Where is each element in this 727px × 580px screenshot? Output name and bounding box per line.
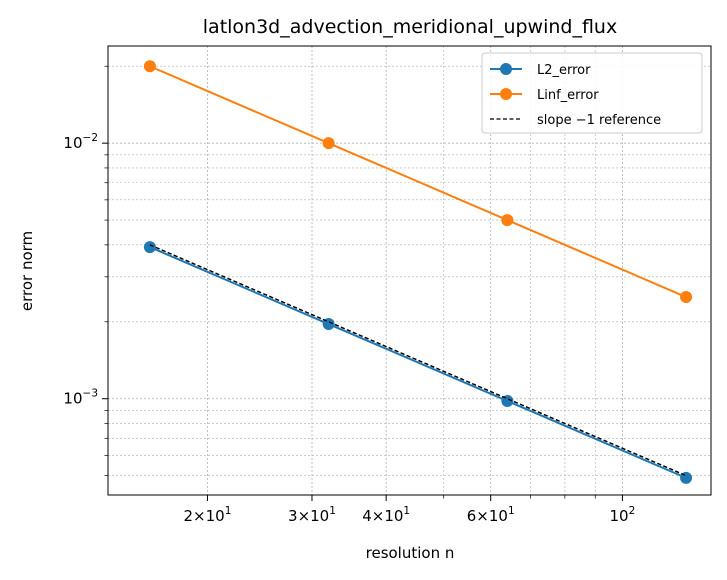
x-tick-label: 2×101 — [183, 505, 231, 525]
data-point — [143, 241, 156, 254]
x-tick-label: 4×101 — [362, 505, 410, 525]
x-axis-label: resolution n — [366, 544, 455, 562]
data-point — [143, 60, 156, 73]
x-tick-label: 102 — [610, 505, 636, 525]
series-line — [149, 65, 687, 298]
x-tick-label: 3×101 — [288, 505, 336, 525]
y-tick-label: 10−3 — [63, 388, 98, 408]
legend-box — [481, 52, 703, 134]
grid — [108, 46, 711, 495]
y-tick-label: 10−2 — [63, 132, 98, 152]
legend-marker — [500, 88, 512, 100]
data-point — [322, 137, 335, 150]
legend-label: L2_error — [537, 63, 591, 78]
tick-labels: 2×101 3×101 4×101 6×101 102 10−3 10−2 — [63, 132, 635, 525]
series-layer — [143, 60, 693, 484]
data-point — [680, 291, 693, 304]
plot-frame — [107, 45, 712, 496]
data-point — [501, 214, 514, 227]
legend-marker — [500, 63, 512, 75]
legend-label: Linf_error — [537, 88, 599, 103]
x-tick-label: 6×101 — [467, 505, 515, 525]
ticks — [102, 65, 623, 501]
series-line — [149, 246, 687, 479]
legend-label: slope −1 reference — [537, 113, 661, 128]
y-axis-label: error norm — [18, 231, 36, 311]
chart-title: latlon3d_advection_meridional_upwind_flu… — [203, 16, 617, 38]
